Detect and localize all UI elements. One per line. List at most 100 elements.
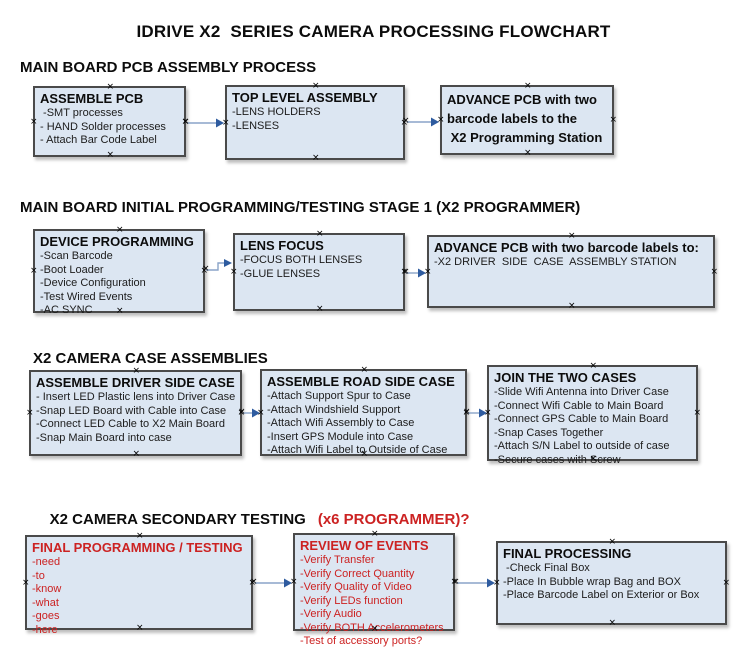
box-title: ASSEMBLE DRIVER SIDE CASE — [36, 375, 235, 390]
box-top-level-assembly: TOP LEVEL ASSEMBLY -LENS HOLDERS -LENSES … — [222, 82, 408, 163]
connection-handle-icon: × — [609, 115, 617, 125]
box-item: - HAND Solder processes — [40, 120, 166, 133]
box-item: -SMT processes — [40, 107, 123, 119]
connection-handle-icon: × — [106, 150, 115, 160]
connection-handle-icon: × — [608, 618, 617, 628]
box-item: -Scan Barcode — [40, 250, 113, 262]
box-item: -Place Barcode Label on Exterior or Box — [503, 589, 700, 601]
connector-arrow: × — [202, 258, 233, 274]
connector-arrow: × — [402, 267, 427, 279]
box-title: ASSEMBLE PCB — [40, 91, 144, 106]
box-assemble-pcb: ASSEMBLE PCB -SMT processes - HAND Solder… — [30, 83, 189, 160]
box-item: -Device Configuration — [40, 277, 146, 289]
box-item: -need — [32, 556, 61, 568]
connector-arrow: × — [182, 117, 225, 129]
section-heading-case-assemblies: X2 CAMERA CASE ASSEMBLIES — [33, 350, 268, 367]
box-item: -Place In Bubble wrap Bag and BOX — [503, 575, 681, 588]
page-title: IDRIVE X2 SERIES CAMERA PROCESSING FLOWC… — [136, 22, 611, 41]
connection-handle-icon: × — [722, 578, 730, 588]
connector-arrow: × — [250, 577, 293, 589]
box-join-the-two-cases: JOIN THE TWO CASES -Slide Wifi Antenna i… — [484, 362, 701, 466]
box-item: -Verify Transfer — [300, 554, 375, 566]
box-assemble-road-side-case: ASSEMBLE ROAD SIDE CASE -Attach Support … — [257, 366, 470, 459]
box-item: -here — [32, 623, 58, 636]
section-heading-secondary-testing: X2 CAMERA SECONDARY TESTING (x6 PROGRAMME… — [33, 494, 470, 545]
box-item: -LENS HOLDERS — [232, 106, 321, 118]
box-title: ASSEMBLE ROAD SIDE CASE — [267, 374, 455, 389]
box-device-programming: DEVICE PROGRAMMING -Scan Barcode -Boot Lo… — [30, 226, 208, 317]
heading-black-part: X2 CAMERA SECONDARY TESTING — [49, 511, 306, 528]
box-item: -Attach S/N Label to outside of case — [494, 440, 670, 452]
box-item: -Attach Windshield Support — [267, 403, 401, 416]
box-item: -Snap Main Board into case — [36, 431, 172, 444]
connector-arrow: × — [463, 407, 488, 419]
box-item: -Check Final Box — [503, 562, 590, 574]
connection-handle-icon: × — [30, 116, 38, 127]
box-item: -Verify LEDs function — [300, 594, 403, 607]
box-item: -Connect Wifi Cable to Main Board — [494, 399, 664, 412]
box-item: -goes — [32, 610, 60, 622]
box-item: -Connect LED Cable to X2 Main Board — [36, 418, 225, 430]
box-item: -Secure cases with Screw — [494, 453, 621, 466]
connector-arrow: × — [238, 407, 261, 419]
box-item: -LENSES — [232, 119, 280, 132]
connection-handle-icon: × — [316, 304, 324, 314]
connection-handle-icon: × — [524, 148, 532, 158]
section-heading-pcb-assembly: MAIN BOARD PCB ASSEMBLY PROCESS — [20, 59, 317, 76]
box-title: FINAL PROGRAMMING / TESTING — [32, 540, 243, 555]
box-item: -Slide Wifi Antenna into Driver Case — [494, 386, 669, 398]
box-title: TOP LEVEL ASSEMBLY — [232, 90, 378, 105]
box-item: -Attach Wifi Assembly to Case — [267, 417, 415, 429]
box-title: LENS FOCUS — [240, 238, 324, 253]
box-title: DEVICE PROGRAMMING — [40, 234, 194, 249]
connection-handle-icon: × — [22, 577, 30, 588]
box-item: -to — [32, 569, 45, 582]
box-item: -Verify Correct Quantity — [300, 567, 415, 580]
box-assemble-driver-side-case: ASSEMBLE DRIVER SIDE CASE - Insert LED P… — [26, 367, 245, 459]
box-item: - Attach Bar Code Label — [40, 134, 157, 146]
box-final-programming-testing: FINAL PROGRAMMING / TESTING -need -to -kno… — [22, 532, 256, 636]
box-item: -Connect GPS Cable to Main Board — [494, 413, 669, 425]
box-advance-pcb-driver-side-station: ADVANCE PCB with two barcode labels to: … — [424, 232, 718, 311]
box-item: -know — [32, 583, 62, 595]
box-item: ADVANCE PCB with two — [447, 92, 597, 107]
box-item: -Attach Support Spur to Case — [267, 390, 411, 402]
box-item: -Boot Loader — [40, 263, 104, 276]
box-title: FINAL PROCESSING — [503, 546, 632, 561]
box-item: -Insert GPS Module into Case — [267, 430, 414, 443]
box-item: -Verify Quality of Video — [300, 581, 412, 593]
section-heading-initial-programming: MAIN BOARD INITIAL PROGRAMMING/TESTING S… — [20, 199, 581, 216]
box-final-processing: FINAL PROCESSING -Check Final Box -Place … — [493, 538, 730, 628]
box-lens-focus: LENS FOCUS -FOCUS BOTH LENSES -GLUE LENSE… — [230, 230, 408, 314]
heading-red-part: (x6 PROGRAMMER)? — [317, 511, 470, 528]
box-item: barcode labels to the — [447, 111, 578, 126]
box-item: -AC SYNC — [40, 304, 93, 316]
connection-handle-icon: × — [710, 266, 718, 277]
box-item: -GLUE LENSES — [240, 267, 321, 280]
box-item: -what — [32, 596, 59, 609]
connection-handle-icon: × — [26, 408, 34, 418]
box-item: -Test Wired Events — [40, 290, 133, 303]
box-item: -Attach Wifi Label to Outside of Case — [267, 444, 448, 456]
connector-arrow: × — [452, 577, 496, 589]
connection-handle-icon: × — [568, 301, 576, 311]
box-item: X2 Programming Station — [447, 130, 603, 145]
box-item: -X2 DRIVER SIDE CASE ASSEMBLY STATION — [434, 256, 677, 268]
box-title: REVIEW OF EVENTS — [300, 538, 429, 553]
connection-handle-icon: × — [132, 449, 141, 459]
box-item: -Snap LED Board with Cable into Case — [36, 404, 227, 417]
box-item: -Verify Audio — [300, 608, 362, 620]
box-item: - Insert LED Plastic lens into Driver Ca… — [36, 391, 236, 403]
connection-handle-icon: × — [312, 153, 320, 163]
box-title: JOIN THE TWO CASES — [494, 370, 637, 385]
box-item: -Test of accessory ports? — [300, 635, 423, 647]
connection-handle-icon: × — [693, 408, 701, 418]
connection-handle-icon: × — [30, 266, 38, 276]
box-advance-pcb-programming-station: ADVANCE PCB with two barcode labels to th… — [437, 82, 617, 158]
box-review-of-events: REVIEW OF EVENTS -Verify Transfer -Verify… — [290, 530, 458, 648]
box-item: -Verify BOTH Accelerometers — [300, 621, 444, 634]
connector-arrow: × — [402, 116, 440, 128]
box-item: -Snap Cases Together — [494, 426, 604, 439]
box-title: ADVANCE PCB with two barcode labels to: — [434, 240, 699, 255]
